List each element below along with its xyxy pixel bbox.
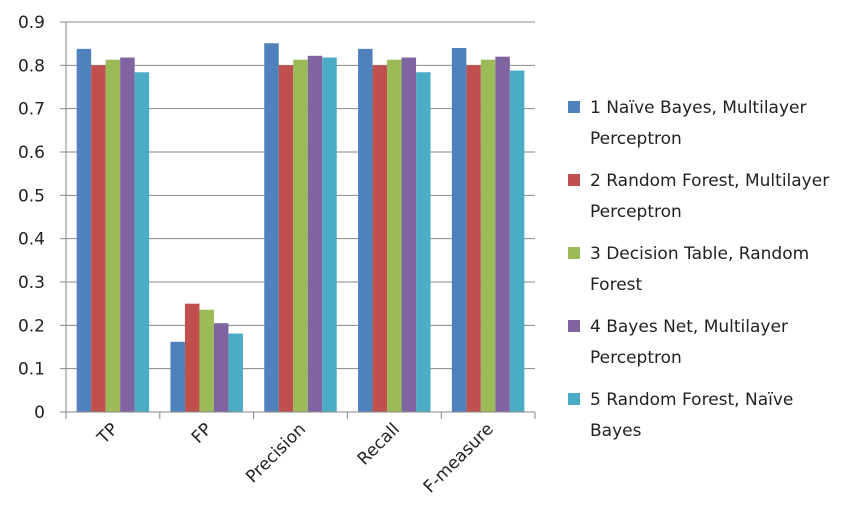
bars: [76, 43, 525, 413]
bar: [134, 72, 150, 413]
legend-item: 2 Random Forest, Multilayer Perceptron: [568, 166, 840, 228]
bar: [509, 70, 525, 413]
y-tick-label: 0.6: [18, 143, 45, 163]
bar: [213, 323, 229, 412]
bar: [105, 59, 121, 412]
x-axis-ticks: TP FP Precision Recall F-measure: [93, 419, 498, 497]
x-tick-label: Precision: [242, 419, 310, 487]
y-tick-label: 0: [34, 403, 45, 423]
bar: [401, 57, 417, 413]
bar: [358, 48, 373, 412]
legend-swatch: [568, 174, 580, 186]
bar: [91, 65, 106, 412]
x-tick-label: TP: [93, 419, 122, 448]
bar: [278, 65, 294, 412]
legend-item: 1 Naïve Bayes, Multilayer Perceptron: [568, 93, 840, 155]
bar: [120, 57, 135, 413]
legend-swatch: [568, 393, 580, 405]
x-tick-label: F-measure: [420, 419, 498, 497]
legend-label: 2 Random Forest, Multilayer Perceptron: [590, 171, 830, 222]
bar: [466, 65, 481, 412]
bar: [293, 59, 308, 412]
bar: [451, 48, 467, 412]
y-tick-label: 0.1: [18, 360, 45, 380]
legend-swatch: [568, 320, 580, 332]
legend-item: 3 Decision Table, Random Forest: [568, 239, 840, 301]
legend-swatch: [568, 101, 580, 113]
y-tick-label: 0.7: [18, 100, 45, 120]
bar: [228, 333, 243, 412]
bar: [307, 55, 323, 413]
bar: [199, 309, 214, 412]
legend-item: 4 Bayes Net, Multilayer Perceptron: [568, 312, 840, 374]
bar: [495, 56, 510, 413]
bar: [264, 43, 279, 412]
bar: [387, 59, 402, 412]
bar: [480, 59, 496, 412]
legend-label: 3 Decision Table, Random Forest: [590, 244, 810, 295]
bar: [372, 65, 388, 412]
bar: [184, 303, 200, 412]
bar: [416, 72, 431, 413]
legend-swatch: [568, 247, 580, 259]
legend-label: 4 Bayes Net, Multilayer Perceptron: [590, 317, 788, 368]
y-tick-label: 0.3: [18, 273, 45, 293]
legend: 1 Naïve Bayes, Multilayer Perceptron 2 Ra…: [568, 93, 840, 458]
bar: [76, 48, 92, 412]
bar: [322, 57, 337, 413]
legend-item: 5 Random Forest, Naïve Bayes: [568, 385, 840, 447]
y-tick-label: 0.4: [18, 230, 45, 250]
bar: [170, 341, 185, 412]
y-tick-label: 0.2: [18, 316, 45, 336]
legend-label: 1 Naïve Bayes, Multilayer Perceptron: [590, 98, 807, 149]
legend-label: 5 Random Forest, Naïve Bayes: [590, 390, 794, 441]
x-tick-label: Recall: [354, 419, 404, 469]
y-axis-ticks: 0 0.1 0.2 0.3 0.4 0.5 0.6 0.7 0.8 0.9: [18, 13, 45, 423]
axes: [60, 21, 536, 419]
x-tick-label: FP: [188, 419, 216, 447]
y-tick-label: 0.9: [18, 13, 45, 33]
y-tick-label: 0.8: [18, 56, 45, 76]
y-tick-label: 0.5: [18, 186, 45, 206]
